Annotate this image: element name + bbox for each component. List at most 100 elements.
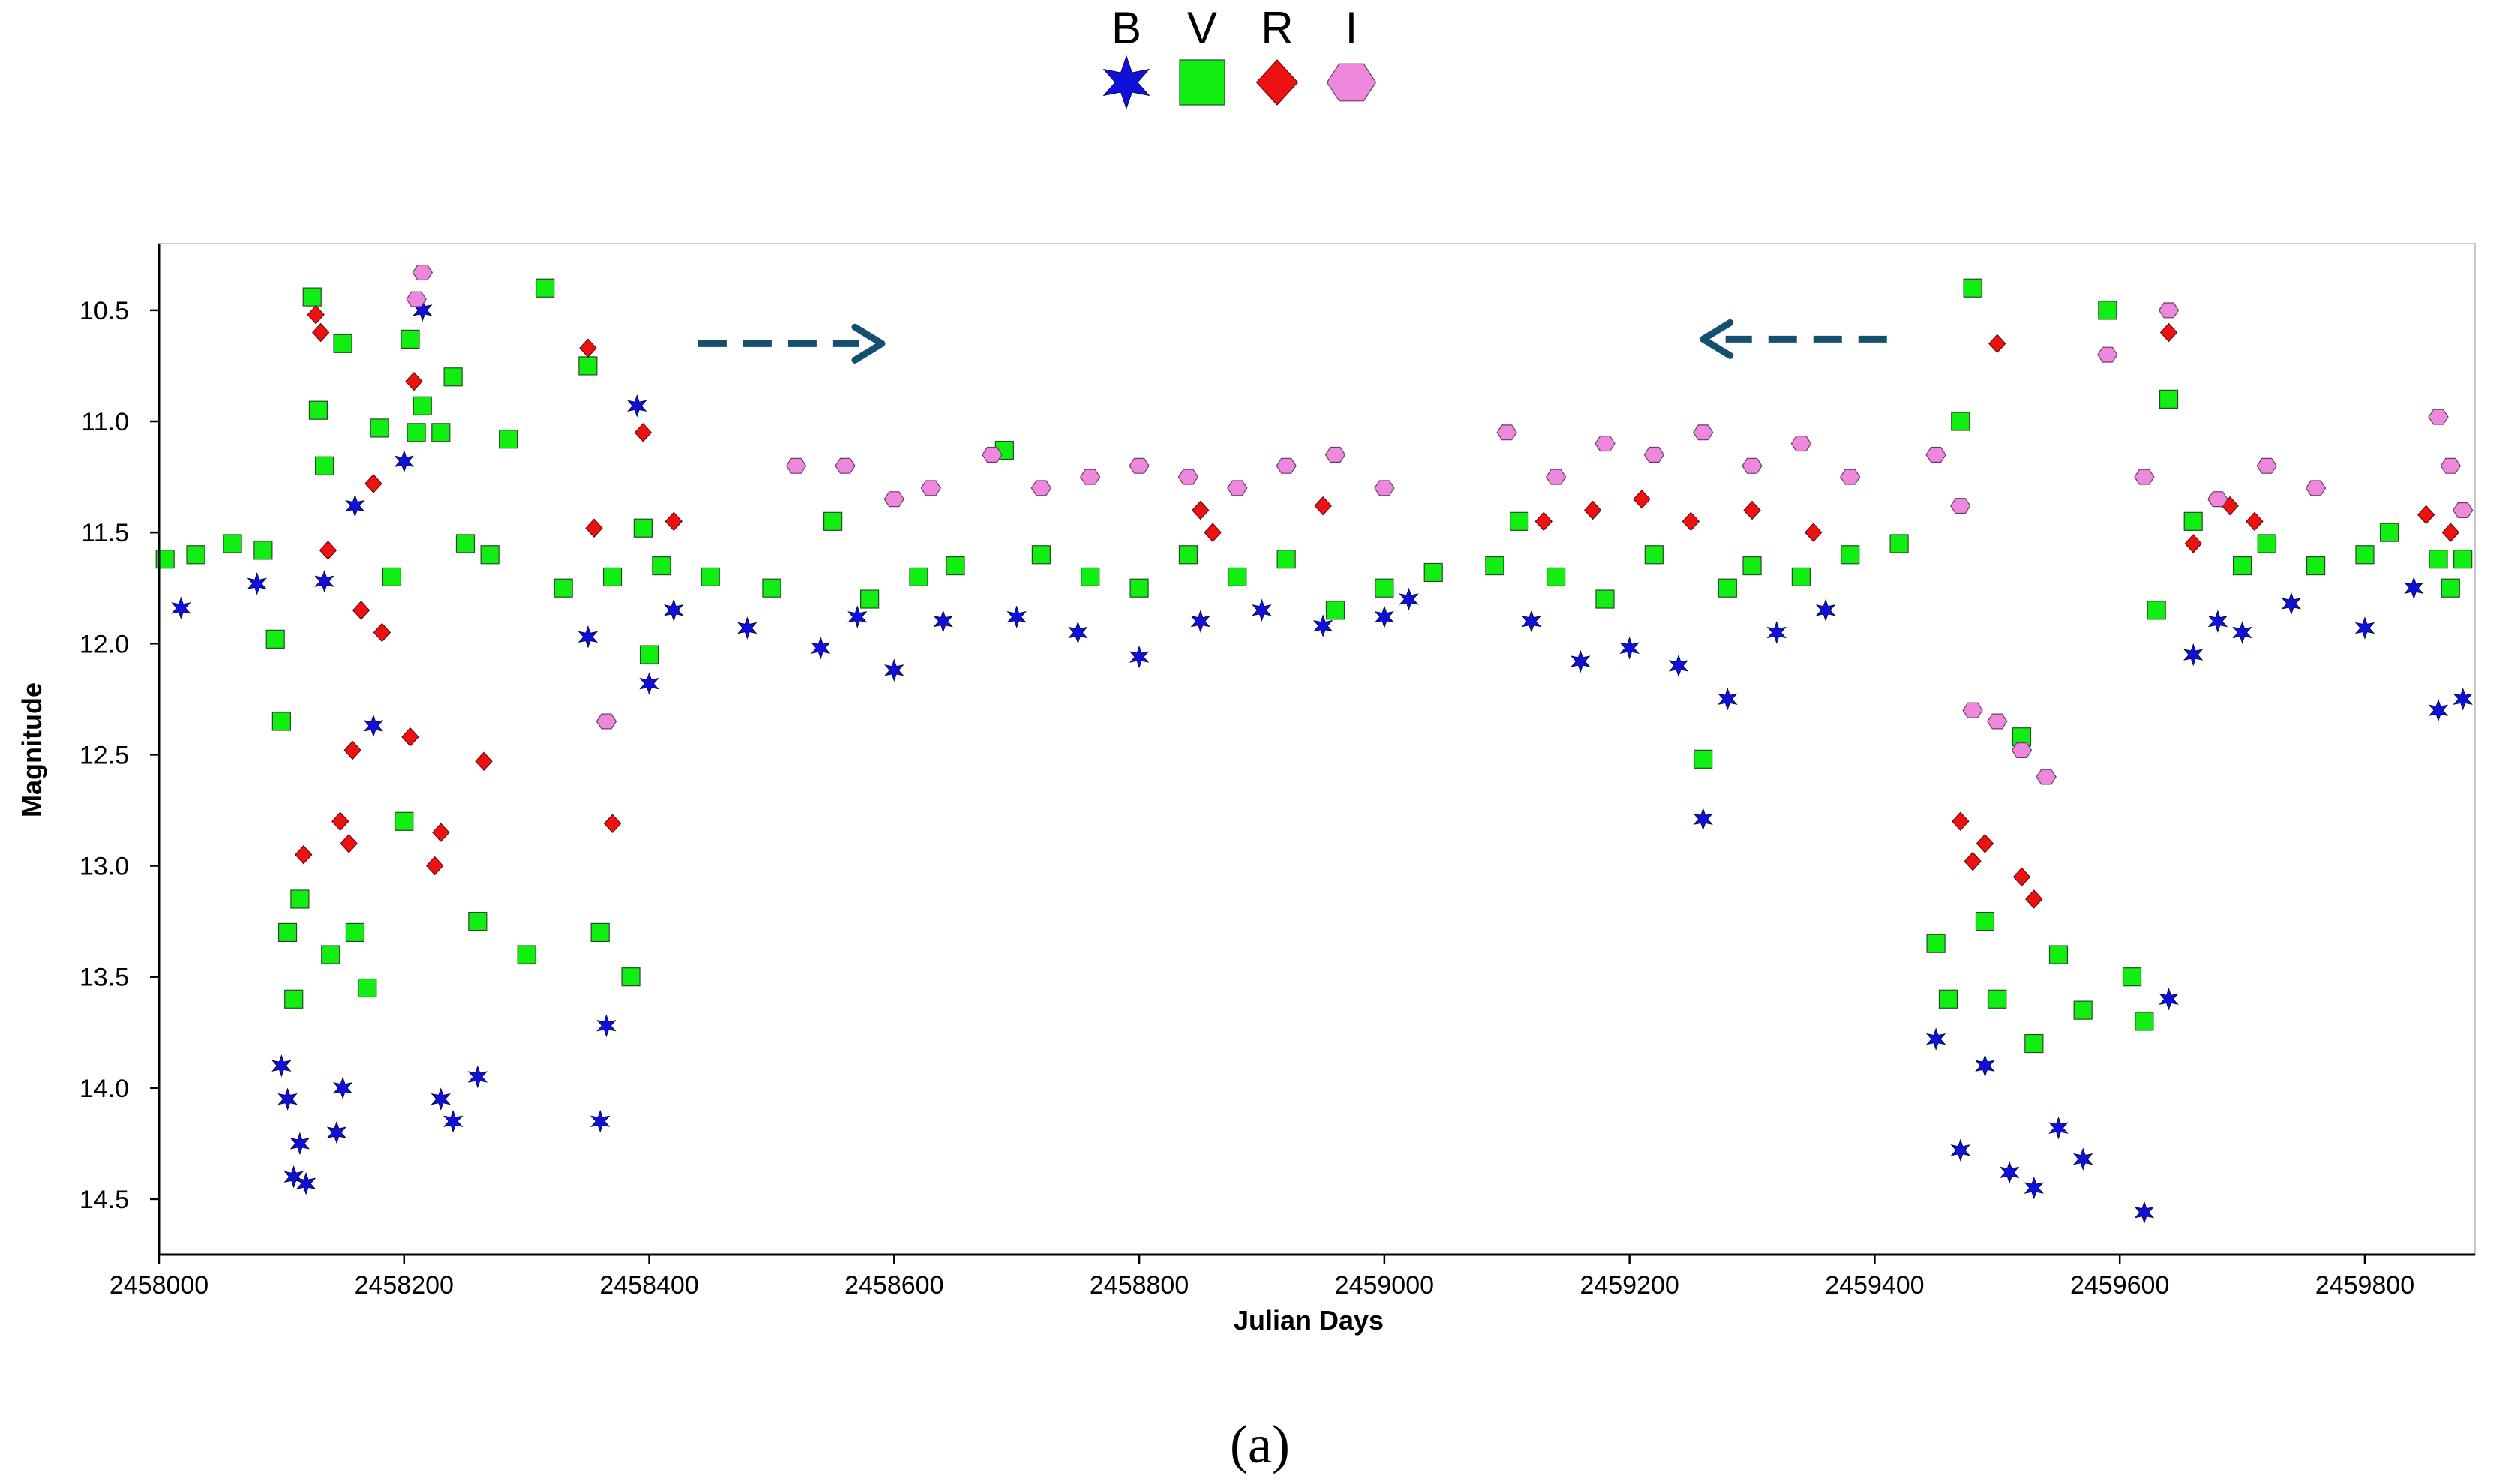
point-v <box>272 712 291 731</box>
point-b <box>664 598 684 622</box>
point-i <box>1962 702 1983 718</box>
x-tick-label: 2458600 <box>844 1271 944 1300</box>
point-r <box>311 322 330 343</box>
point-b <box>2428 698 2449 722</box>
y-tick-label: 13.0 <box>80 853 129 881</box>
point-v <box>1644 545 1664 565</box>
point-b <box>737 616 758 640</box>
point-i <box>2207 491 2228 508</box>
point-r <box>475 751 493 772</box>
point-b <box>639 672 659 695</box>
point-v <box>412 396 432 415</box>
point-i <box>785 457 807 474</box>
point-r <box>1743 500 1761 520</box>
point-b <box>1374 605 1395 628</box>
point-v <box>1840 545 1860 565</box>
point-v <box>1694 749 1713 769</box>
point-v <box>480 545 500 565</box>
point-v <box>382 567 402 586</box>
point-b <box>1570 649 1591 673</box>
point-v <box>1595 589 1615 609</box>
point-b <box>1399 587 1419 611</box>
point-r <box>2416 505 2435 525</box>
point-b <box>1312 614 1334 637</box>
point-r <box>432 823 450 842</box>
point-r <box>1964 851 1982 871</box>
point-i <box>2036 769 2056 785</box>
legend-marker-i <box>1326 63 1377 102</box>
point-v <box>2146 601 2166 620</box>
point-v <box>1130 578 1149 598</box>
plot-area-frame <box>158 243 2476 1255</box>
point-v <box>2122 967 2142 987</box>
point-v <box>2453 550 2473 569</box>
y-tick-label: 11.0 <box>81 408 129 436</box>
point-i <box>412 265 434 280</box>
point-i <box>1374 480 1395 496</box>
point-i <box>1950 498 1971 514</box>
point-r <box>319 541 338 560</box>
point-v <box>554 578 573 598</box>
point-v <box>1485 556 1504 576</box>
point-b <box>1668 654 1689 678</box>
point-i <box>2158 302 2180 319</box>
point-r <box>603 814 622 833</box>
point-v <box>1081 567 1100 586</box>
legend-label-v: V <box>1187 3 1217 53</box>
y-tick-label: 14.0 <box>80 1075 129 1103</box>
point-i <box>1324 446 1346 463</box>
point-v <box>2098 301 2117 320</box>
point-r <box>1204 523 1222 542</box>
point-v <box>602 567 622 586</box>
point-v <box>1889 534 1909 553</box>
point-b <box>811 636 831 660</box>
point-i <box>920 480 942 496</box>
point-v <box>266 629 285 649</box>
point-b <box>345 494 365 517</box>
point-v <box>700 567 720 586</box>
point-v <box>1546 567 1566 586</box>
point-v <box>468 912 488 931</box>
point-v <box>762 578 782 598</box>
point-b <box>278 1087 298 1111</box>
point-b <box>1006 605 1027 628</box>
x-tick-label: 2459200 <box>1580 1271 1678 1300</box>
point-r <box>2159 322 2178 343</box>
point-v <box>455 534 476 553</box>
point-v <box>1791 567 1810 586</box>
point-r <box>585 518 603 538</box>
point-r <box>1633 489 1651 509</box>
y-tick-label: 10.5 <box>80 297 129 325</box>
point-r <box>352 601 370 620</box>
point-v <box>2073 1000 2092 1020</box>
point-i <box>2134 469 2155 485</box>
point-i <box>1987 713 2008 730</box>
legend-label-b: B <box>1112 3 1142 53</box>
point-b <box>884 658 904 682</box>
point-v <box>1031 545 1051 565</box>
point-b <box>2048 1116 2068 1140</box>
y-ticks: 10.5 11.0 11.5 12.0 12.5 13.0 13.5 14.0 14.5 <box>80 297 159 1214</box>
point-b <box>590 1109 610 1133</box>
point-b <box>363 714 384 738</box>
point-i <box>982 446 1003 463</box>
y-tick-label: 13.5 <box>80 964 129 992</box>
point-i <box>2428 409 2449 425</box>
point-i <box>1178 469 1199 485</box>
point-v <box>1178 545 1198 565</box>
point-v <box>2440 578 2460 598</box>
point-b <box>332 1076 353 1100</box>
point-i <box>884 491 905 508</box>
point-r <box>1583 500 1602 520</box>
point-v <box>314 456 334 475</box>
point-b <box>1129 645 1150 669</box>
point-v <box>2355 545 2374 565</box>
point-i <box>1643 446 1665 463</box>
point-b <box>2158 988 2179 1011</box>
point-b <box>430 1087 451 1111</box>
x-axis-title: Julian Days <box>1234 1305 1384 1336</box>
x-tick-label: 2458800 <box>1090 1271 1189 1300</box>
point-v <box>909 567 928 586</box>
point-b <box>933 610 953 633</box>
